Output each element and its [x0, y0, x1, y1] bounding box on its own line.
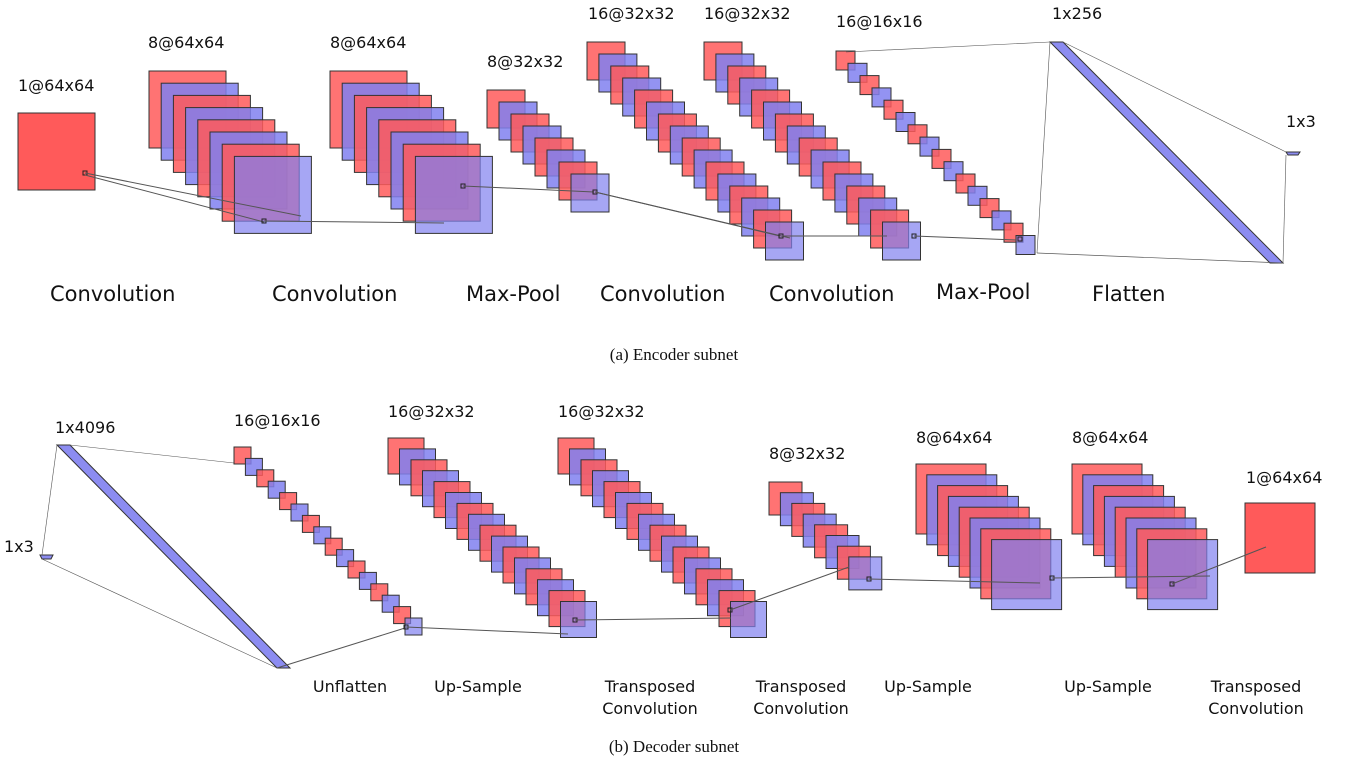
dec-connection-line-2 — [405, 626, 569, 635]
enc-op-convolution-3: Convolution — [600, 282, 725, 306]
enc-label-input: 1@64x64 — [18, 76, 94, 95]
enc-input-map — [17, 112, 96, 191]
enc-connection-line-4b — [594, 191, 791, 239]
diagram-shapes — [17, 41, 1316, 669]
dec-output-map — [1244, 502, 1316, 574]
dec-unflatten-stack-map-15 — [404, 617, 423, 636]
dec-connection-line-1 — [276, 627, 406, 669]
dec-tconv2-stack-map-7 — [848, 556, 883, 591]
dec-label-tconv1: 16@32x32 — [558, 402, 645, 421]
dec-kernel-marker-3 — [727, 607, 733, 613]
enc-conv2-stack-map-7 — [414, 155, 493, 234]
enc-label-output: 1x3 — [1286, 112, 1316, 131]
dec-dense-vector — [55, 444, 292, 669]
enc-pool2-stack-map-15 — [1015, 235, 1036, 255]
dec-tconv1-stack-map-15 — [730, 601, 767, 638]
dec-connection-line-0b — [41, 558, 278, 669]
enc-kernel-marker-7 — [1017, 236, 1023, 242]
enc-connection-line-3 — [462, 185, 595, 193]
enc-conv4-stack-map-15 — [882, 221, 921, 261]
dec-op-upsample-1: Up-Sample — [434, 677, 522, 696]
dec-connection-line-6 — [1051, 575, 1211, 579]
dec-upsample3-stack-map-7 — [1147, 539, 1219, 611]
enc-connection-line-8b — [1282, 154, 1287, 264]
enc-label-pool1: 8@32x32 — [487, 52, 563, 71]
enc-op-maxpool-1: Max-Pool — [466, 282, 560, 306]
dec-label-input: 1x3 — [4, 537, 34, 556]
dec-op-tconv-3-line2: Convolution — [1208, 699, 1304, 718]
dec-op-upsample-3: Up-Sample — [1064, 677, 1152, 696]
dec-label-upsample1: 16@32x32 — [388, 402, 475, 421]
enc-connection-line-2 — [263, 220, 445, 224]
enc-connection-line-7a — [1036, 252, 1284, 264]
dec-op-tconv-2-line1: Transposed — [755, 677, 847, 696]
dec-kernel-marker-6 — [1169, 581, 1175, 587]
enc-label-pool2: 16@16x16 — [836, 12, 923, 31]
enc-connection-line-7b — [1036, 41, 1051, 254]
enc-connection-line-7c — [845, 41, 1051, 53]
dec-label-tconv2: 8@32x32 — [769, 444, 845, 463]
encoder-caption: (a) Encoder subnet — [610, 345, 739, 364]
dec-op-tconv-2-line2: Convolution — [753, 699, 849, 718]
dec-op-upsample-2: Up-Sample — [884, 677, 972, 696]
enc-op-maxpool-2: Max-Pool — [936, 280, 1030, 304]
dec-label-output: 1@64x64 — [1246, 468, 1322, 487]
dec-op-unflatten: Unflatten — [313, 677, 387, 696]
enc-connection-line-1b — [84, 174, 265, 223]
enc-conv1-stack-map-7 — [233, 155, 312, 234]
dec-op-tconv-1-line1: Transposed — [604, 677, 696, 696]
enc-connection-line-1a — [84, 172, 302, 217]
enc-op-convolution-1: Convolution — [50, 282, 175, 306]
enc-op-flatten: Flatten — [1092, 282, 1165, 306]
dec-connection-line-7 — [1171, 546, 1267, 585]
dec-connection-line-0a — [41, 444, 58, 556]
enc-label-conv4: 16@32x32 — [704, 4, 791, 23]
dec-upsample2-stack-map-7 — [991, 539, 1063, 611]
enc-flatten-vector — [1048, 41, 1285, 264]
enc-pool1-stack-map-7 — [570, 173, 610, 213]
decoder-caption: (b) Decoder subnet — [609, 737, 740, 756]
enc-connection-line-8a — [1062, 41, 1287, 153]
dec-input-vector — [39, 554, 54, 560]
enc-conv3-stack-map-15 — [765, 221, 804, 261]
enc-label-flatten: 1x256 — [1052, 4, 1102, 23]
enc-label-conv1: 8@64x64 — [148, 33, 224, 52]
enc-label-conv2: 8@64x64 — [330, 33, 406, 52]
enc-op-convolution-4: Convolution — [769, 282, 894, 306]
dec-connection-line-0c — [69, 444, 235, 464]
dec-connection-line-4 — [729, 566, 850, 611]
dec-label-unflatten: 16@16x16 — [234, 411, 321, 430]
dec-op-tconv-3-line1: Transposed — [1210, 677, 1302, 696]
enc-op-convolution-2: Convolution — [272, 282, 397, 306]
dec-connection-line-3 — [574, 617, 732, 621]
enc-connection-line-6 — [913, 235, 1017, 241]
enc-output-vector — [1285, 151, 1301, 156]
enc-label-conv3: 16@32x32 — [588, 4, 675, 23]
dec-label-upsample2: 8@64x64 — [916, 428, 992, 447]
dec-label-upsample3: 8@64x64 — [1072, 428, 1148, 447]
dec-op-tconv-1-line2: Convolution — [602, 699, 698, 718]
dec-connection-line-5 — [868, 578, 1041, 584]
dec-label-dense: 1x4096 — [55, 418, 115, 437]
